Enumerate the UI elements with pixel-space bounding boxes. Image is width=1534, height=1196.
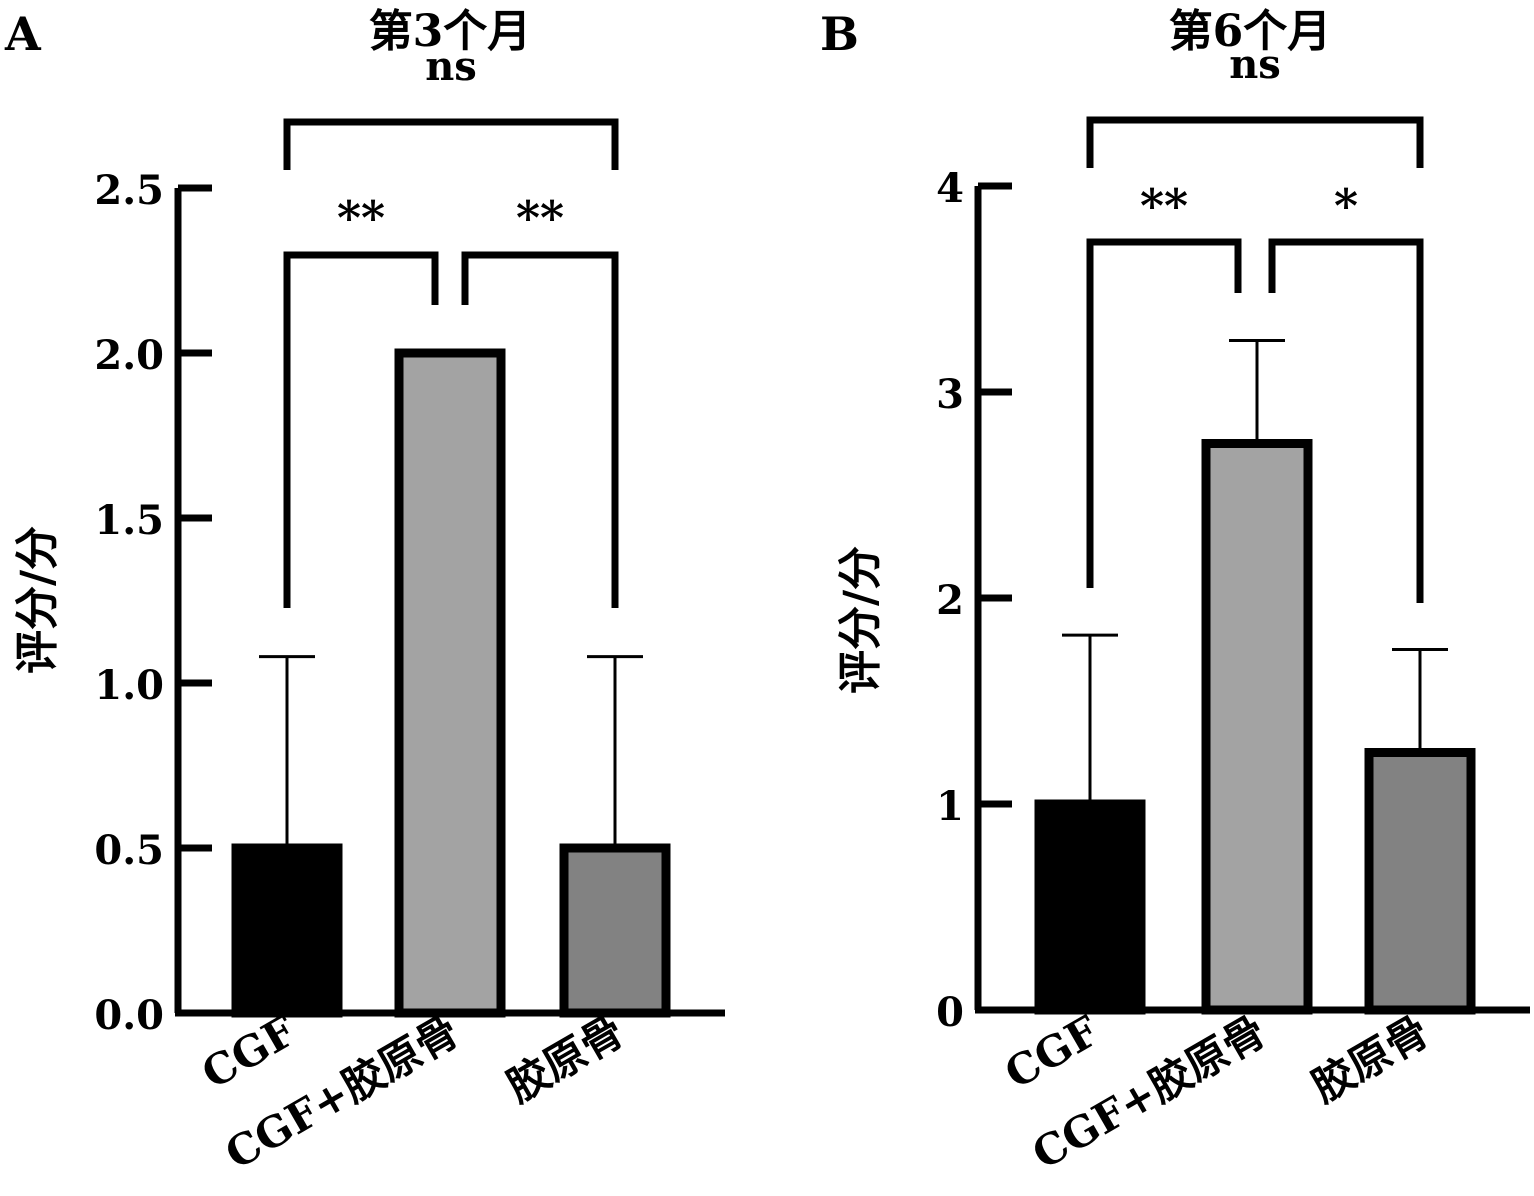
panel-b-title: 第6个月 (1169, 6, 1332, 57)
significance-label: ns (425, 43, 477, 90)
y-tick-label: 4 (936, 165, 964, 212)
panel-a-title: 第3个月 (369, 6, 532, 57)
bar (1201, 439, 1313, 1015)
significance-bracket (1268, 238, 1424, 603)
y-tick-label: 3 (936, 371, 964, 418)
significance-label: ** (337, 191, 385, 245)
y-tick-label: 0 (936, 989, 964, 1036)
panel-a-y-axis-label: 评分/分 (12, 526, 63, 674)
bar (559, 843, 671, 1018)
significance-label: ns (1229, 41, 1281, 88)
y-tick-label: 0.5 (94, 827, 164, 874)
bar (1034, 799, 1146, 1015)
significance-bracket (283, 251, 439, 608)
y-tick-label: 1.5 (94, 497, 164, 544)
panel-b-y-axis-label: 评分/分 (835, 546, 886, 694)
panel-letter-a: A (4, 7, 42, 61)
significance-label: ** (1140, 179, 1188, 233)
panel-letter-b: B (820, 7, 859, 61)
y-tick-label: 2.5 (94, 167, 164, 214)
significance-bracket (461, 251, 619, 608)
category-label: CGF (194, 1006, 304, 1098)
significance-label: ** (516, 191, 564, 245)
significance-bracket (1086, 116, 1424, 168)
panel-a: A 第3个月 评分/分 0.00.51.01.52.02.5CGFCGF+胶原骨… (4, 6, 725, 1179)
y-tick-label: 1.0 (94, 662, 164, 709)
category-label: 胶原骨 (1303, 1006, 1437, 1111)
category-label: CGF (997, 1006, 1107, 1098)
y-tick-label: 2 (936, 577, 964, 624)
significance-bracket (283, 118, 619, 170)
y-tick-label: 1 (936, 783, 964, 830)
bar (1364, 748, 1476, 1015)
bar (394, 348, 506, 1018)
significance-bracket (1086, 238, 1242, 588)
bar (231, 843, 343, 1018)
significance-label: * (1334, 179, 1358, 233)
category-label: 胶原骨 (498, 1006, 632, 1111)
y-tick-label: 0.0 (94, 992, 164, 1039)
y-tick-label: 2.0 (94, 332, 164, 379)
